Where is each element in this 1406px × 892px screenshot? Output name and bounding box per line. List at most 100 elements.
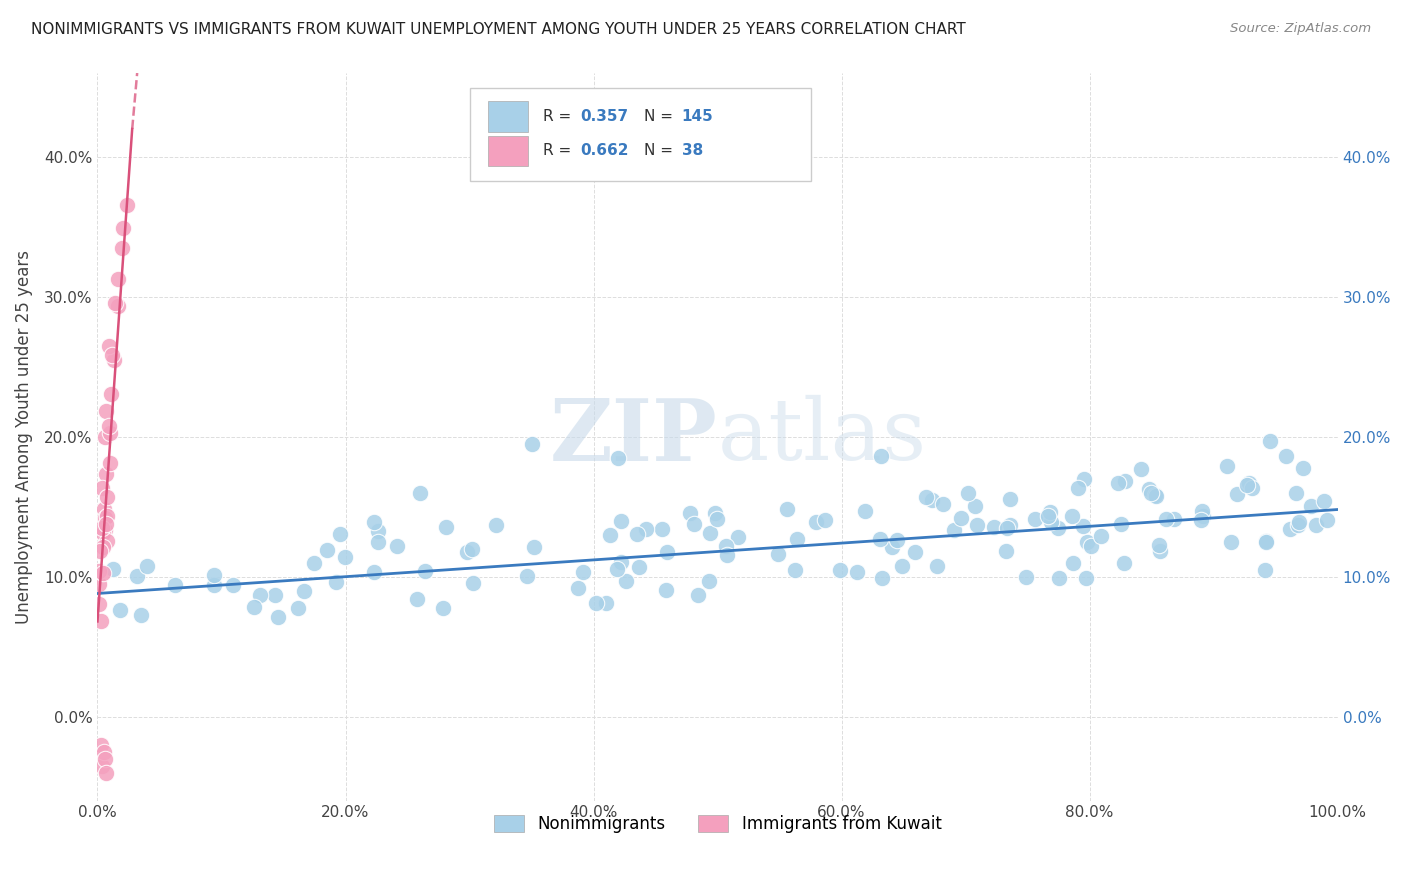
Point <box>363 566 385 580</box>
Point <box>1226 487 1249 501</box>
Point <box>1278 522 1301 536</box>
Point <box>1191 504 1213 518</box>
Point <box>655 582 678 597</box>
Point <box>686 588 709 602</box>
Point <box>1236 478 1258 492</box>
Point <box>607 450 630 465</box>
Point <box>93 745 115 759</box>
Point <box>222 577 245 591</box>
Point <box>135 559 157 574</box>
Point <box>264 588 287 602</box>
Point <box>572 565 595 579</box>
Point <box>434 520 457 534</box>
Point <box>163 578 186 592</box>
Point <box>616 574 638 588</box>
Point <box>998 492 1021 507</box>
Text: 0.357: 0.357 <box>579 109 628 124</box>
Point <box>716 548 738 562</box>
Text: Source: ZipAtlas.com: Source: ZipAtlas.com <box>1230 22 1371 36</box>
Point <box>716 540 738 554</box>
Point <box>115 198 138 212</box>
Point <box>1286 518 1309 533</box>
Point <box>1024 512 1046 526</box>
Point <box>634 522 657 536</box>
Point <box>91 758 114 772</box>
Point <box>995 521 1018 535</box>
Legend: Nonimmigrants, Immigrants from Kuwait: Nonimmigrants, Immigrants from Kuwait <box>486 808 948 839</box>
Point <box>94 511 117 525</box>
Text: 0.662: 0.662 <box>579 144 628 158</box>
Point <box>202 578 225 592</box>
Point <box>91 521 114 535</box>
Point <box>786 532 808 546</box>
Point <box>869 450 891 464</box>
Point <box>96 490 118 504</box>
Point <box>1147 538 1170 552</box>
Point <box>111 241 134 255</box>
Point <box>1191 508 1213 523</box>
Point <box>1139 486 1161 500</box>
Point <box>963 499 986 513</box>
Point <box>108 602 131 616</box>
Point <box>1076 535 1098 549</box>
Point <box>1038 508 1060 523</box>
Point <box>1254 534 1277 549</box>
Point <box>1149 544 1171 558</box>
Point <box>1275 450 1298 464</box>
Point <box>651 522 673 536</box>
Point <box>1144 489 1167 503</box>
Point <box>94 430 117 444</box>
Point <box>890 558 912 573</box>
Point <box>1189 513 1212 527</box>
Point <box>1060 508 1083 523</box>
Point <box>302 556 325 570</box>
Point <box>1130 461 1153 475</box>
Point <box>1114 475 1136 489</box>
Point <box>367 524 389 539</box>
Point <box>585 596 607 610</box>
Point <box>610 514 633 528</box>
Point <box>657 545 679 559</box>
Point <box>89 544 111 558</box>
Point <box>97 419 120 434</box>
Point <box>91 566 114 581</box>
Point <box>814 513 837 527</box>
Point <box>461 542 484 557</box>
Point <box>785 563 807 577</box>
Point <box>432 600 454 615</box>
Point <box>385 539 408 553</box>
Point <box>567 581 589 595</box>
Point <box>523 540 546 554</box>
Point <box>91 541 114 555</box>
Text: NONIMMIGRANTS VS IMMIGRANTS FROM KUWAIT UNEMPLOYMENT AMONG YOUTH UNDER 25 YEARS : NONIMMIGRANTS VS IMMIGRANTS FROM KUWAIT … <box>31 22 966 37</box>
Point <box>1114 556 1136 570</box>
Point <box>516 568 538 582</box>
Point <box>131 608 153 623</box>
Point <box>727 530 749 544</box>
Point <box>87 577 110 591</box>
Point <box>1292 460 1315 475</box>
Point <box>697 574 720 588</box>
Point <box>1066 481 1088 495</box>
Point <box>91 482 114 496</box>
FancyBboxPatch shape <box>470 87 811 181</box>
Point <box>610 555 633 569</box>
Point <box>595 596 617 610</box>
Point <box>932 497 955 511</box>
Point <box>1137 483 1160 497</box>
Point <box>287 601 309 615</box>
Point <box>915 490 938 504</box>
Point <box>626 527 648 541</box>
Point <box>103 353 125 368</box>
Point <box>1237 475 1260 490</box>
Point <box>1253 562 1275 576</box>
Point <box>292 584 315 599</box>
Point <box>869 532 891 546</box>
Point <box>463 576 485 591</box>
Point <box>90 614 112 628</box>
Point <box>804 515 827 529</box>
Point <box>485 517 508 532</box>
Y-axis label: Unemployment Among Youth under 25 years: Unemployment Among Youth under 25 years <box>15 250 32 624</box>
Point <box>606 562 628 576</box>
Point <box>96 765 118 780</box>
